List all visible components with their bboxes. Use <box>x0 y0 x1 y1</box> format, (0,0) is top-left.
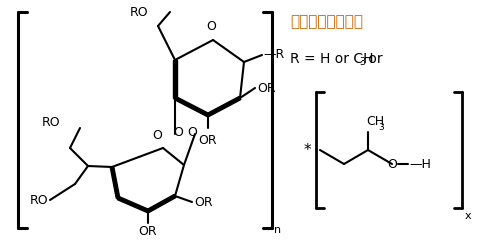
Text: CH: CH <box>366 115 384 128</box>
Text: RO: RO <box>41 115 60 128</box>
Polygon shape <box>117 196 149 213</box>
Text: —R: —R <box>263 49 284 61</box>
Text: n: n <box>274 225 281 235</box>
Text: O: O <box>206 20 216 33</box>
Text: O: O <box>152 129 162 142</box>
Text: R = H or CH: R = H or CH <box>290 52 373 66</box>
Polygon shape <box>173 60 177 98</box>
Text: O: O <box>187 125 197 138</box>
Polygon shape <box>110 167 120 198</box>
Text: 3: 3 <box>378 123 384 132</box>
Text: O: O <box>173 125 183 138</box>
Text: —H: —H <box>409 158 431 171</box>
Text: OR: OR <box>199 134 217 147</box>
Text: 羥丙基甲基纖維素: 羥丙基甲基纖維素 <box>290 14 363 29</box>
Text: O: O <box>387 158 397 171</box>
Text: RO: RO <box>29 194 48 207</box>
Text: or: or <box>364 52 383 66</box>
Text: OR: OR <box>139 225 157 238</box>
Polygon shape <box>207 97 241 117</box>
Polygon shape <box>174 97 209 117</box>
Text: 3: 3 <box>359 57 365 67</box>
Text: x: x <box>465 211 472 221</box>
Text: *: * <box>303 143 311 158</box>
Text: RO: RO <box>130 5 148 19</box>
Polygon shape <box>147 195 176 212</box>
Text: OR: OR <box>257 82 276 95</box>
Text: OR: OR <box>194 196 213 208</box>
